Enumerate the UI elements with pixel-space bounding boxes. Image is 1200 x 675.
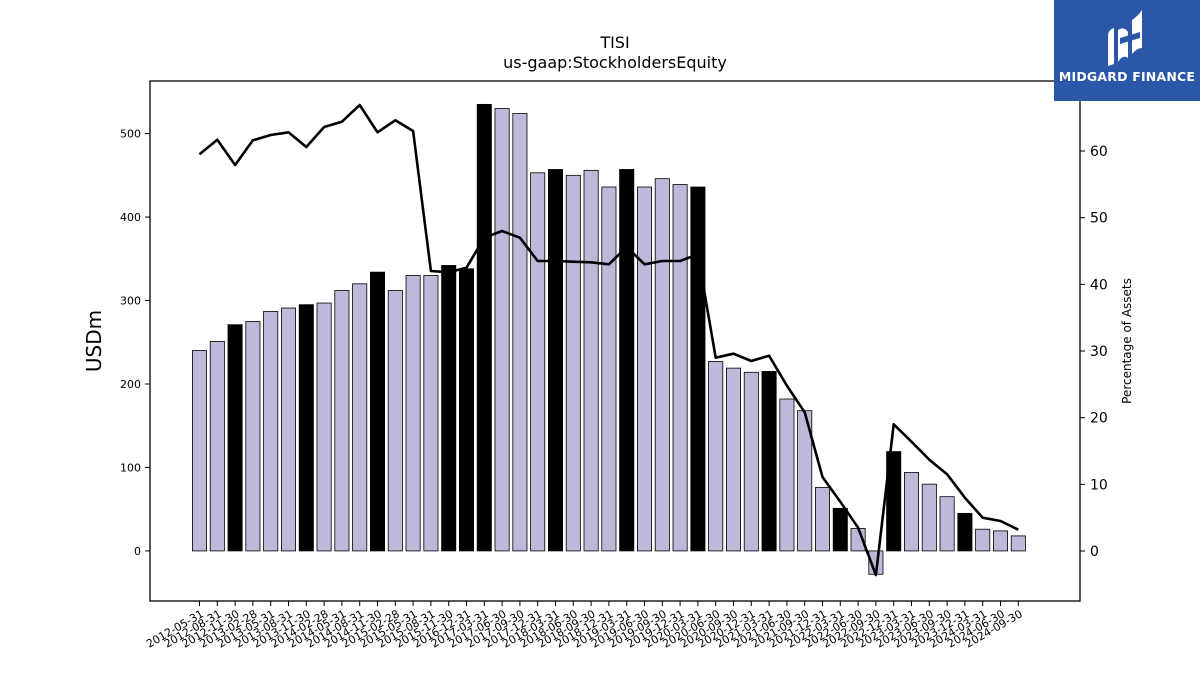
chart-title: TISI bbox=[599, 33, 629, 52]
bar bbox=[743, 371, 759, 552]
bar bbox=[761, 371, 777, 552]
y-tick-label: 200 bbox=[120, 378, 141, 391]
y-tick-label: 300 bbox=[120, 295, 141, 308]
bar bbox=[957, 512, 973, 552]
bar bbox=[672, 184, 688, 552]
bar bbox=[298, 304, 314, 552]
bar bbox=[1010, 535, 1026, 552]
y2-tick-label: 30 bbox=[1090, 344, 1108, 360]
left-axis: 0 100 200 300 400 500 bbox=[120, 128, 150, 558]
bar bbox=[832, 507, 848, 552]
bar bbox=[708, 361, 724, 552]
bar bbox=[405, 275, 421, 552]
bar bbox=[815, 487, 831, 552]
midgard-logo-mark-icon bbox=[1108, 10, 1142, 66]
bar bbox=[530, 172, 546, 552]
y-tick-label: 400 bbox=[120, 211, 141, 224]
bar bbox=[904, 472, 920, 552]
brand-logo: MIDGARD FINANCE bbox=[1054, 0, 1200, 101]
x-axis: 2012-05-312012-08-312012-11-302013-02-28… bbox=[144, 601, 1025, 651]
y2-tick-label: 60 bbox=[1090, 144, 1108, 160]
chart-subtitle: us-gaap:StockholdersEquity bbox=[503, 53, 727, 72]
bar bbox=[939, 496, 955, 552]
y-axis-label: USDm bbox=[82, 310, 106, 372]
y2-tick-label: 0 bbox=[1090, 544, 1099, 560]
bar bbox=[227, 324, 243, 552]
bar bbox=[726, 367, 742, 552]
bar bbox=[458, 268, 474, 552]
bar bbox=[690, 186, 706, 552]
bar bbox=[993, 530, 1009, 552]
bar bbox=[921, 483, 937, 552]
bar bbox=[565, 174, 581, 552]
y2-tick-label: 50 bbox=[1090, 211, 1108, 227]
bar bbox=[316, 302, 332, 552]
bar bbox=[209, 341, 225, 552]
bar bbox=[245, 320, 261, 552]
y2-tick-label: 40 bbox=[1090, 277, 1108, 293]
bar bbox=[263, 310, 279, 552]
line-layer bbox=[198, 103, 1019, 577]
bars-layer bbox=[191, 103, 1026, 575]
bar bbox=[975, 528, 991, 552]
bar bbox=[423, 275, 439, 552]
bar bbox=[280, 307, 296, 552]
bar bbox=[779, 398, 795, 552]
bar bbox=[619, 169, 635, 552]
y2-tick-label: 10 bbox=[1090, 477, 1108, 493]
y2-tick-label: 20 bbox=[1090, 411, 1108, 427]
y2-axis-label: Percentage of Assets bbox=[1120, 278, 1134, 404]
bar bbox=[441, 265, 457, 552]
bar bbox=[601, 186, 617, 552]
bar bbox=[191, 350, 207, 552]
bar bbox=[352, 283, 368, 552]
bar bbox=[476, 103, 492, 552]
brand-logo-text: MIDGARD FINANCE bbox=[1058, 69, 1196, 84]
bar bbox=[512, 113, 528, 552]
y-tick-label: 0 bbox=[134, 545, 141, 558]
bar bbox=[387, 290, 403, 552]
y-tick-label: 100 bbox=[120, 461, 141, 474]
bar bbox=[583, 169, 599, 552]
bar bbox=[886, 451, 902, 552]
right-axis: 0 10 20 30 40 50 60 bbox=[1080, 144, 1108, 560]
series-line bbox=[198, 103, 1019, 577]
bar bbox=[637, 186, 653, 552]
bar bbox=[334, 290, 350, 552]
bar bbox=[494, 108, 510, 552]
bar bbox=[548, 169, 564, 552]
plot-frame bbox=[149, 80, 1081, 602]
bar bbox=[369, 271, 385, 552]
y-tick-label: 500 bbox=[120, 128, 141, 141]
bar bbox=[654, 178, 670, 552]
